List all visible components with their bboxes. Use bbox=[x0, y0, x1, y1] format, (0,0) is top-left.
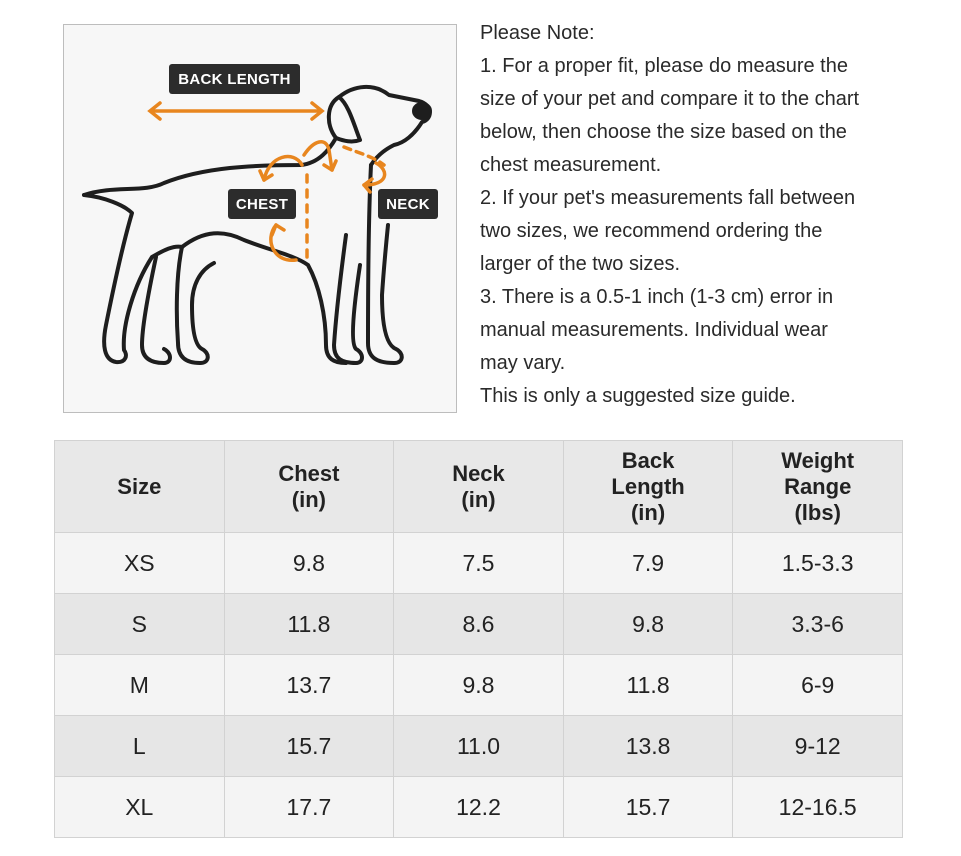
table-row: XL 17.7 12.2 15.7 12-16.5 bbox=[54, 776, 903, 838]
note-line: This is only a suggested size guide. bbox=[480, 385, 796, 407]
neck-label: NECK bbox=[378, 189, 438, 219]
table-cell: 15.7 bbox=[223, 715, 395, 777]
table-cell: 13.8 bbox=[562, 715, 734, 777]
table-row: L 15.7 11.0 13.8 9-12 bbox=[54, 715, 903, 777]
column-header-line: (in) bbox=[461, 486, 496, 512]
column-header-line: (lbs) bbox=[794, 499, 841, 525]
dog-outline-illustration bbox=[82, 85, 432, 365]
table-cell: 7.5 bbox=[393, 532, 564, 594]
table-cell: 7.9 bbox=[562, 532, 734, 594]
note-line: 3. There is a 0.5-1 inch (1-3 cm) error … bbox=[480, 286, 834, 308]
note-line: chest measurement. bbox=[480, 154, 662, 176]
note-line: two sizes, we recommend ordering the bbox=[480, 220, 823, 242]
note-line: Please Note: bbox=[480, 22, 595, 44]
table-cell: 1.5-3.3 bbox=[732, 532, 903, 594]
table-row: XS 9.8 7.5 7.9 1.5-3.3 bbox=[54, 532, 903, 594]
note-line: manual measurements. Individual wear bbox=[480, 319, 828, 341]
dog-measurement-diagram: BACK LENGTH CHEST NECK bbox=[63, 24, 457, 413]
table-cell: 9.8 bbox=[562, 593, 734, 655]
column-header: Back Length (in) bbox=[562, 440, 734, 533]
note-line: 2. If your pet's measurements fall betwe… bbox=[480, 187, 856, 209]
table-cell: 9-12 bbox=[732, 715, 903, 777]
table-cell: 17.7 bbox=[223, 776, 395, 838]
column-header-line: Weight bbox=[781, 447, 855, 473]
table-cell: 12.2 bbox=[393, 776, 564, 838]
column-header-line: Back bbox=[621, 447, 675, 473]
note-line: size of your pet and compare it to the c… bbox=[480, 88, 860, 110]
table-cell: XS bbox=[54, 532, 225, 594]
fit-note: Please Note: 1. For a proper fit, please… bbox=[480, 17, 950, 413]
table-cell: 6-9 bbox=[732, 654, 903, 716]
back-length-label: BACK LENGTH bbox=[169, 64, 300, 94]
column-header: Size bbox=[54, 440, 225, 533]
column-header-line: Size bbox=[117, 473, 162, 499]
table-cell: 13.7 bbox=[223, 654, 395, 716]
table-cell: M bbox=[54, 654, 225, 716]
table-cell: 9.8 bbox=[223, 532, 395, 594]
column-header-line: Range bbox=[784, 473, 852, 499]
table-cell: 8.6 bbox=[393, 593, 564, 655]
note-line: larger of the two sizes. bbox=[480, 253, 681, 275]
column-header-line: Neck bbox=[452, 460, 505, 486]
note-line: below, then choose the size based on the bbox=[480, 121, 847, 143]
table-row: S 11.8 8.6 9.8 3.3-6 bbox=[54, 593, 903, 655]
table-cell: 11.8 bbox=[223, 593, 395, 655]
table-header-row: Size Chest (in) Neck (in) Back Length (in) Weigh… bbox=[54, 440, 903, 533]
chest-label: CHEST bbox=[228, 189, 296, 219]
table-cell: XL bbox=[54, 776, 225, 838]
table-cell: 9.8 bbox=[393, 654, 564, 716]
table-cell: 3.3-6 bbox=[732, 593, 903, 655]
note-line: may vary. bbox=[480, 352, 566, 374]
table-cell: 15.7 bbox=[562, 776, 734, 838]
column-header-line: Chest bbox=[278, 460, 340, 486]
table-cell: 11.0 bbox=[393, 715, 564, 777]
column-header-line: Length bbox=[611, 473, 685, 499]
note-line: 1. For a proper fit, please do measure t… bbox=[480, 55, 848, 77]
column-header: Neck (in) bbox=[393, 440, 564, 533]
column-header: Weight Range (lbs) bbox=[732, 440, 903, 533]
size-chart-table: Size Chest (in) Neck (in) Back Length (in) Weigh… bbox=[54, 440, 903, 838]
table-cell: L bbox=[54, 715, 225, 777]
table-cell: 11.8 bbox=[562, 654, 734, 716]
table-cell: S bbox=[54, 593, 225, 655]
column-header-line: (in) bbox=[291, 486, 326, 512]
table-cell: 12-16.5 bbox=[732, 776, 903, 838]
column-header-line: (in) bbox=[630, 499, 666, 525]
table-row: M 13.7 9.8 11.8 6-9 bbox=[54, 654, 903, 716]
column-header: Chest (in) bbox=[223, 440, 395, 533]
